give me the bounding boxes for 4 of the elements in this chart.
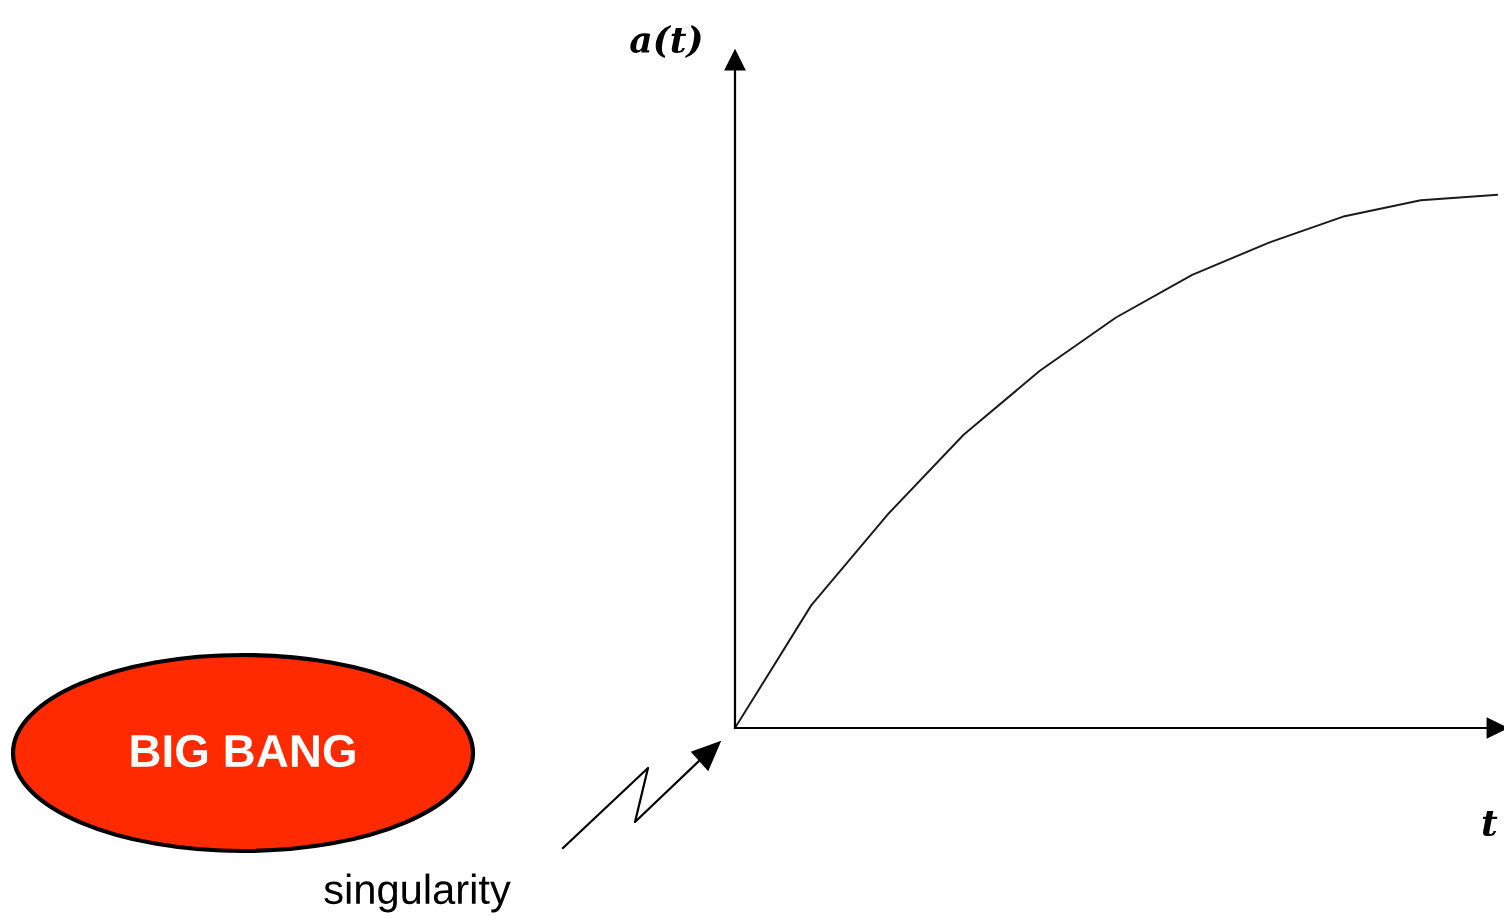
text: BIG BANG [131, 734, 355, 768]
y-axis-title: a(t) [630, 25, 701, 59]
x-axis-title: t [1482, 811, 1498, 837]
text: singularity [324, 873, 511, 913]
